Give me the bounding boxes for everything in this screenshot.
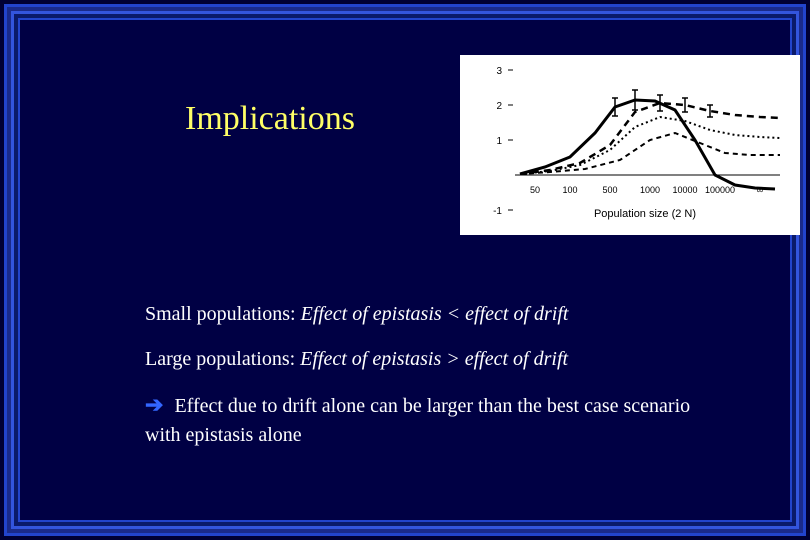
line1-lead: Small populations: [145, 303, 301, 325]
svg-text:100: 100 [562, 185, 577, 195]
slide-frame-outer: Implications 3 2 1 -1 50 100 500 1000 10000 10000… [4, 4, 806, 536]
line2-italic: Effect of epistasis > effect of drift [300, 348, 568, 370]
slide-frame-inner: Implications 3 2 1 -1 50 100 500 1000 10000 10000… [18, 18, 792, 522]
slide-title: Implications [185, 100, 355, 138]
svg-text:50: 50 [530, 185, 540, 195]
text-line-2: Large populations: Effect of epistasis >… [145, 345, 705, 373]
line2-lead: Large populations: [145, 348, 300, 370]
svg-text:1000: 1000 [640, 185, 660, 195]
arrow-icon: ➔ [145, 392, 163, 417]
svg-text:1: 1 [496, 136, 502, 147]
chart-svg: 3 2 1 -1 50 100 500 1000 10000 100000 ∞ Population … [460, 55, 800, 235]
line1-italic: Effect of epistasis < effect of drift [301, 303, 569, 325]
slide-frame-mid: Implications 3 2 1 -1 50 100 500 1000 10000 10000… [11, 11, 799, 529]
svg-text:2: 2 [496, 101, 502, 112]
svg-text:100000: 100000 [705, 185, 735, 195]
svg-text:∞: ∞ [757, 185, 763, 195]
svg-text:Population size (2 N): Population size (2 N) [594, 208, 696, 220]
svg-text:10000: 10000 [672, 185, 697, 195]
svg-text:500: 500 [602, 185, 617, 195]
line3-text: Effect due to drift alone can be larger … [145, 395, 690, 446]
svg-text:3: 3 [496, 66, 502, 77]
slide-content: Implications 3 2 1 -1 50 100 500 1000 10000 10000… [20, 20, 790, 520]
text-line-1: Small populations: Effect of epistasis <… [145, 300, 705, 328]
population-chart: 3 2 1 -1 50 100 500 1000 10000 100000 ∞ Population … [460, 55, 800, 235]
svg-text:-1: -1 [493, 206, 502, 217]
text-line-3: ➔ Effect due to drift alone can be large… [145, 390, 705, 449]
